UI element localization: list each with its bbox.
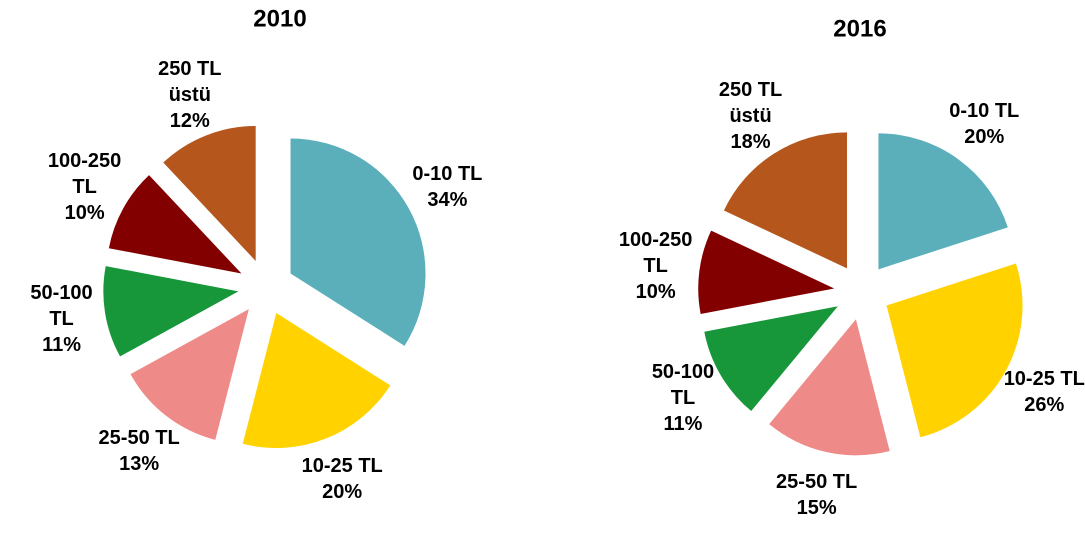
value-label: 34% xyxy=(427,189,468,212)
label-box: 100-250 TL 10% xyxy=(25,132,145,242)
category-label: 25-50 TL xyxy=(98,426,180,449)
category-label: 10-25 TL xyxy=(301,455,383,478)
label-box: 250 TL üstü 12% xyxy=(130,40,250,150)
category-label: 250 TL üstü xyxy=(718,79,783,128)
pie-slice xyxy=(290,138,426,346)
pie-slice xyxy=(103,266,239,357)
slice-label: 100-250 TL 10% xyxy=(25,132,145,242)
label-box: 25-50 TL 13% xyxy=(79,396,199,506)
pie-slice xyxy=(108,175,242,274)
category-label: 50-100 TL xyxy=(651,360,715,409)
value-label: 13% xyxy=(119,452,160,475)
label-box: 0-10 TL 34% xyxy=(387,132,507,242)
pie-slice xyxy=(130,309,249,440)
slice-label: 50-100 TL 11% xyxy=(623,343,743,453)
value-label: 26% xyxy=(1024,394,1065,417)
pie-slice xyxy=(698,230,835,314)
slice-label: 0-10 TL 20% xyxy=(924,69,1044,179)
slice-label: 25-50 TL 13% xyxy=(79,396,199,506)
pie-slice xyxy=(878,133,1008,270)
category-label: 100-250 TL xyxy=(47,150,122,199)
pie-slice xyxy=(704,306,838,412)
category-label: 10-25 TL xyxy=(1003,368,1085,391)
pie-slice xyxy=(769,319,890,456)
slice-label: 100-250 TL 10% xyxy=(596,211,716,321)
label-box: 0-10 TL 20% xyxy=(924,69,1044,179)
label-box: 50-100 TL 11% xyxy=(2,264,122,374)
label-box: 10-25 TL 26% xyxy=(984,337,1085,447)
slice-label: 10-25 TL 26% xyxy=(984,337,1085,447)
value-label: 15% xyxy=(796,496,837,519)
category-label: 100-250 TL xyxy=(618,228,693,277)
category-label: 0-10 TL xyxy=(412,163,483,186)
value-label: 20% xyxy=(964,125,1005,148)
pie-slice xyxy=(723,132,847,269)
pie-slice xyxy=(163,125,256,261)
value-label: 20% xyxy=(322,481,363,504)
slice-label: 250 TL üstü 18% xyxy=(691,61,811,171)
category-label: 250 TL üstü xyxy=(158,57,222,106)
chart-title: 2010 xyxy=(253,5,306,32)
label-box: 100-250 TL 10% xyxy=(596,211,716,321)
label-box: 10-25 TL 20% xyxy=(282,424,402,534)
slice-label: 250 TL üstü 12% xyxy=(130,40,250,150)
label-box: 250 TL üstü 18% xyxy=(691,61,811,171)
label-box: 50-100 TL 11% xyxy=(623,343,743,453)
value-label: 10% xyxy=(635,280,676,303)
value-label: 12% xyxy=(169,109,210,132)
value-label: 11% xyxy=(663,412,703,435)
chart-title: 2016 xyxy=(833,15,886,42)
value-label: 18% xyxy=(730,131,771,154)
slice-label: 10-25 TL 20% xyxy=(282,424,402,534)
slice-label: 50-100 TL 11% xyxy=(2,264,122,374)
value-label: 11% xyxy=(42,334,82,357)
value-label: 10% xyxy=(64,202,105,225)
label-box: 25-50 TL 15% xyxy=(757,440,877,550)
slice-label: 0-10 TL 34% xyxy=(387,132,507,242)
category-label: 50-100 TL xyxy=(30,282,93,331)
category-label: 0-10 TL xyxy=(949,99,1020,122)
slice-label: 25-50 TL 15% xyxy=(757,440,877,550)
pie-slice xyxy=(886,263,1023,438)
category-label: 25-50 TL xyxy=(776,470,858,493)
pie-slice xyxy=(242,313,391,449)
